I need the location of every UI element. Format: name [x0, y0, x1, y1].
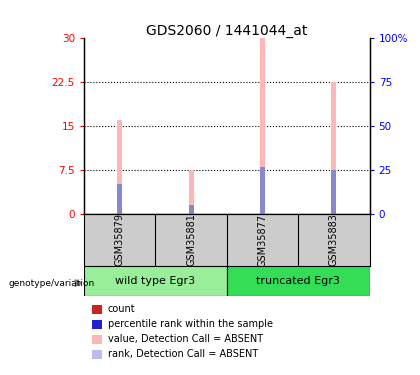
Text: GSM35877: GSM35877 [257, 213, 268, 267]
Text: GDS2060 / 1441044_at: GDS2060 / 1441044_at [146, 24, 307, 38]
Bar [331, 82, 336, 214]
Text: rank, Detection Call = ABSENT: rank, Detection Call = ABSENT [108, 350, 258, 359]
Bar [117, 120, 122, 214]
Text: wild type Egr3: wild type Egr3 [116, 276, 195, 286]
Text: truncated Egr3: truncated Egr3 [256, 276, 340, 286]
Bar [117, 184, 122, 214]
FancyBboxPatch shape [84, 266, 227, 296]
Bar [260, 38, 265, 214]
Text: GSM35879: GSM35879 [115, 213, 125, 267]
Text: count: count [108, 304, 136, 314]
Bar [189, 205, 194, 214]
Text: percentile rank within the sample: percentile rank within the sample [108, 320, 273, 329]
Text: genotype/variation: genotype/variation [8, 279, 95, 288]
FancyBboxPatch shape [227, 266, 370, 296]
Text: GSM35883: GSM35883 [329, 214, 339, 266]
Bar [331, 170, 336, 214]
Text: GSM35881: GSM35881 [186, 214, 196, 266]
Bar [189, 170, 194, 214]
Bar [260, 167, 265, 214]
Text: value, Detection Call = ABSENT: value, Detection Call = ABSENT [108, 334, 263, 344]
